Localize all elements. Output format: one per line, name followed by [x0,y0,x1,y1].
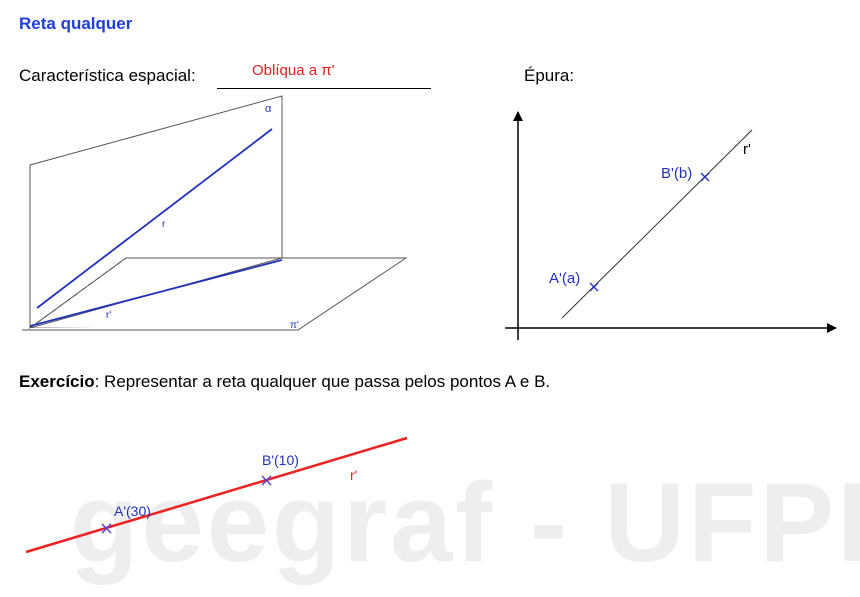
characteristic-answer: Oblíqua a π' [252,62,335,79]
exercise-statement: Exercício: Representar a reta qualquer q… [19,372,550,392]
r-prime-label: r' [106,310,111,321]
pi-prime-label: π' [290,320,299,331]
exercise-text: : Representar a reta qualquer que passa … [94,372,551,391]
hidden-edge-diagonal [29,257,127,329]
exercise-line-r-prime [25,436,408,554]
epura-point-b-label: B'(b) [661,165,692,182]
watermark: geegraf - UFPR [70,460,860,585]
epura-point-b-mark [700,172,710,182]
r-label: r [162,219,166,230]
epura-label: Épura: [524,66,575,85]
epura-point-a-label: A'(a) [549,270,580,287]
exercise-point-b-label: B'(10) [262,452,299,468]
exercise-figure: A'(30) B'(10) r' [25,436,408,554]
page-title: Reta qualquer [19,14,133,33]
line-r [36,128,273,309]
characteristic-answer-blank[interactable] [217,66,431,89]
exercise-point-b-mark [261,475,272,486]
exercise-point-a-label: A'(30) [114,503,151,519]
exercise-point-a-mark [101,523,112,534]
alpha-label: α [265,103,272,115]
horizontal-plane-pi [28,257,408,331]
epura-point-a-mark [589,282,599,292]
epura-figure: A'(a) B'(b) r' [505,111,837,340]
exercise-label: Exercício [19,372,95,391]
exercise-line-label: r' [350,467,357,483]
spatial-figure: α r r' π' [22,95,408,332]
epura-line-label: r' [743,141,751,158]
characteristic-label: Característica espacial: [19,66,196,85]
line-r-prime [29,259,283,327]
